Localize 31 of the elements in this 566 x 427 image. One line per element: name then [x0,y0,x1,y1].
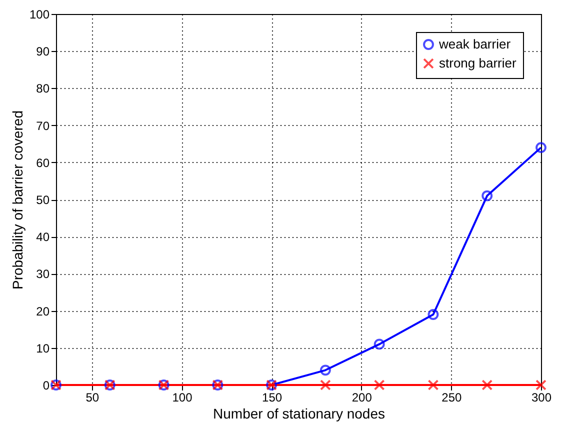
y-tick-label: 90 [36,44,50,59]
y-tick-label: 50 [36,193,50,207]
x-tick-label: 200 [352,390,372,404]
point [536,380,546,390]
y-tick-label: 40 [36,230,50,244]
x-tick-label: 50 [86,390,100,404]
x-tick-label: 100 [172,390,193,404]
legend-label: strong barrier [439,56,517,70]
point [428,380,439,390]
point [320,364,331,376]
x-axis-title: Number of stationary nodes [213,406,385,422]
y-tick-label: 0 [42,378,50,392]
y-tick-label: 30 [36,267,50,282]
y-axis-title: Probability of barrier covered [9,110,26,290]
point [482,380,493,390]
y-tick-label: 10 [36,341,50,356]
point [428,309,439,320]
x-tick-label: 300 [531,390,552,404]
point [320,380,331,390]
y-tick-label: 70 [36,118,50,133]
point [482,190,493,202]
legend-label: weak barrier [438,36,512,52]
point [536,142,546,154]
point [374,380,385,390]
y-tick-label: 20 [36,304,50,318]
point [374,338,385,350]
y-tick-label: 80 [36,82,50,96]
y-tick-label: 100 [29,8,50,22]
y-tick-label: 60 [36,156,50,170]
x-tick-label: 250 [442,390,462,404]
x-tick-label: 150 [262,390,282,404]
